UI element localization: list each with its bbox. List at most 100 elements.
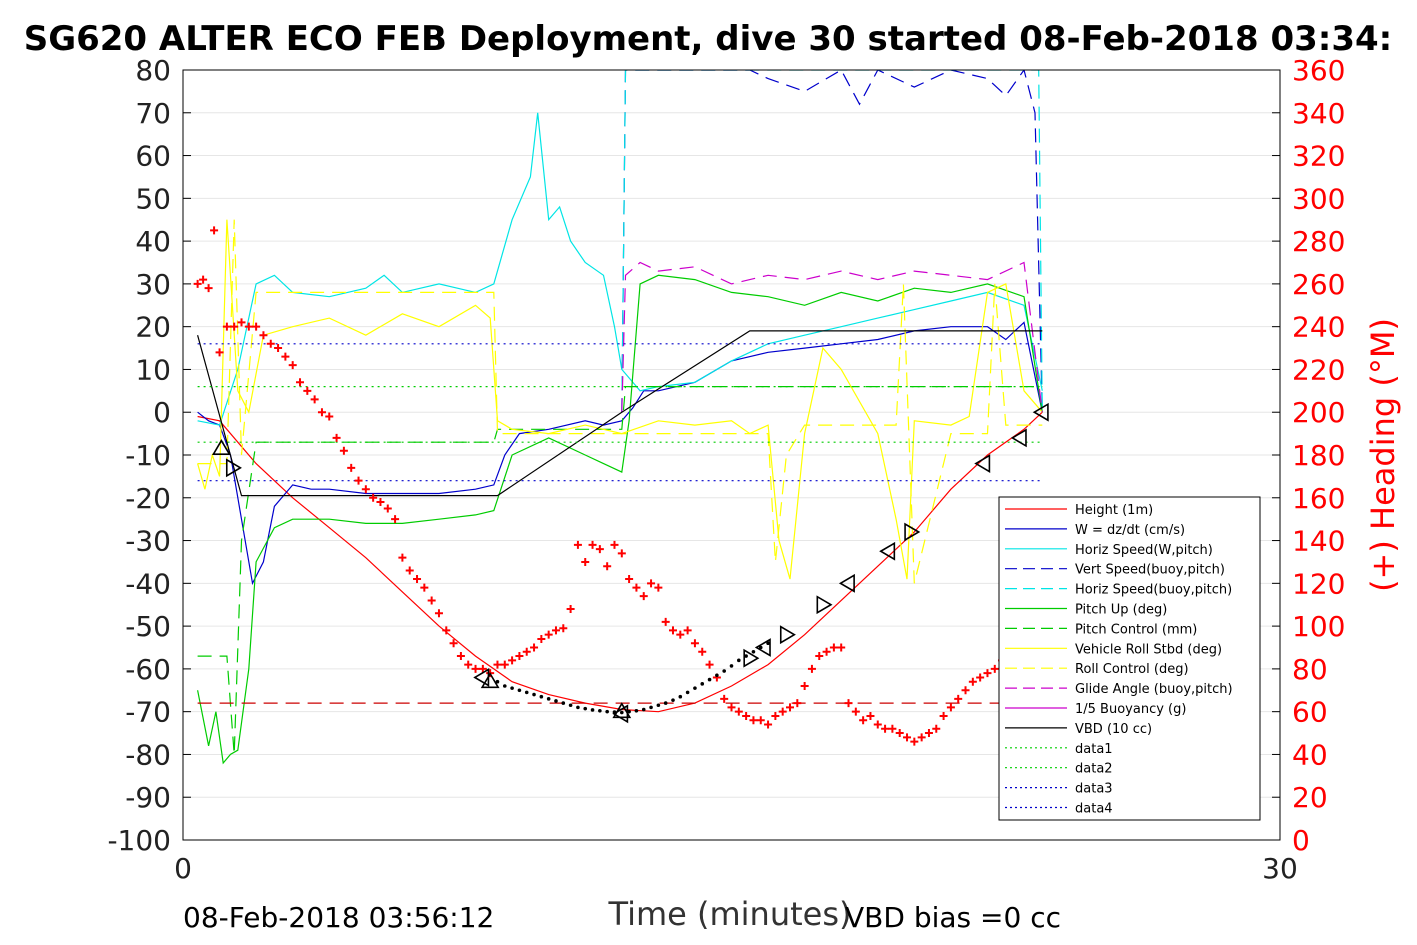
heading-point <box>815 652 824 661</box>
heading-point <box>939 711 948 720</box>
left-tick-label: 0 <box>153 396 171 429</box>
heading-point <box>204 284 213 293</box>
horizontal-marker <box>612 704 629 724</box>
heading-point <box>683 626 692 635</box>
heading-point <box>537 634 546 643</box>
heading-point <box>954 694 963 703</box>
heading-point <box>734 707 743 716</box>
heading-point <box>647 579 656 588</box>
left-tick-label: -100 <box>107 824 171 857</box>
legend-label: data1 <box>1075 742 1113 757</box>
heading-point <box>895 729 904 738</box>
legend-label: VBD (10 cc) <box>1075 722 1152 737</box>
heading-point <box>230 322 239 331</box>
heading-point <box>464 660 473 669</box>
heading-point <box>844 699 853 708</box>
right-tick-label: 200 <box>1292 396 1345 429</box>
heading-point <box>222 322 231 331</box>
left-tick-label: 50 <box>135 182 171 215</box>
legend: Height (1m) W = dz/dt (cm/s) Horiz Speed(W… <box>998 496 1261 821</box>
heading-point <box>405 566 414 575</box>
depth-dot <box>722 669 726 673</box>
heading-point <box>924 729 933 738</box>
chart-title: SG620 ALTER ECO FEB Deployment, dive 30 … <box>24 19 1393 59</box>
left-tick-label: 30 <box>135 268 171 301</box>
right-tick-label: 320 <box>1292 140 1345 173</box>
depth-dot <box>766 641 770 646</box>
depth-dot <box>590 708 595 712</box>
heading-point <box>595 545 604 554</box>
depth-dot <box>707 677 712 682</box>
depth-dot <box>532 692 536 697</box>
depth-dot <box>495 679 500 684</box>
depth-dot <box>524 690 529 695</box>
left-tick-label: 40 <box>135 225 171 258</box>
horizontal-marker <box>816 595 833 615</box>
heading-point <box>215 348 224 357</box>
legend-box <box>998 496 1261 821</box>
heading-point <box>361 485 370 494</box>
legend-label: Vehicle Roll Stbd (deg) <box>1075 642 1222 657</box>
x-axis-label: Time (minutes) <box>608 895 852 933</box>
left-tick-label: -70 <box>125 696 171 729</box>
right-tick-label: 360 <box>1292 54 1345 87</box>
heading-point <box>610 540 619 549</box>
heading-point <box>471 664 480 673</box>
heading-point <box>266 339 275 348</box>
left-tick-label: 10 <box>135 353 171 386</box>
heading-point <box>376 498 385 507</box>
depth-dot <box>546 697 551 701</box>
right-tick-label: 100 <box>1292 610 1345 643</box>
heading-point <box>347 463 356 472</box>
heading-point <box>442 626 451 635</box>
heading-point <box>639 592 648 601</box>
right-tick-label: 120 <box>1292 567 1345 600</box>
heading-point <box>632 583 641 592</box>
heading-point <box>500 660 509 669</box>
heading-point <box>727 703 736 712</box>
heading-point <box>822 647 831 656</box>
legend-label: Glide Angle (buoy,pitch) <box>1075 682 1233 697</box>
heading-point <box>193 279 202 288</box>
series-line-6 <box>197 386 1043 755</box>
heading-point <box>764 720 773 729</box>
depth-dot <box>583 706 588 711</box>
marker-layer <box>193 226 1049 746</box>
depth-dot <box>693 686 697 690</box>
heading-point <box>551 626 560 635</box>
heading-point <box>778 707 787 716</box>
left-axis: 80 70 60 50 40 30 20 10 0 -10 -20 -30 -40 -50 -60 -70 -8… <box>107 54 191 857</box>
right-tick-label: 160 <box>1292 482 1345 515</box>
heading-point <box>961 686 970 695</box>
heading-point <box>244 322 253 331</box>
depth-dot <box>517 688 522 693</box>
depth-dot <box>663 701 668 705</box>
heading-point <box>449 639 458 648</box>
heading-point <box>851 707 860 716</box>
right-tick-label: 60 <box>1292 696 1328 729</box>
heading-point <box>800 682 809 690</box>
heading-point <box>508 656 517 665</box>
heading-point <box>427 596 436 605</box>
heading-point <box>881 724 890 733</box>
heading-point <box>793 699 802 708</box>
left-tick-label: 80 <box>135 54 171 87</box>
series-line-2 <box>197 112 1043 426</box>
horizontal-marker <box>838 573 855 593</box>
depth-dot <box>620 710 624 715</box>
heading-point <box>968 677 977 686</box>
heading-point <box>990 664 999 673</box>
depth-dot <box>685 690 690 695</box>
heading-point <box>573 540 582 549</box>
heading-point <box>317 408 326 417</box>
heading-point <box>413 575 422 584</box>
heading-point <box>690 639 699 648</box>
heading-point <box>391 515 400 524</box>
legend-label: Vert Speed(buoy,pitch) <box>1075 563 1225 578</box>
timestamp-note: 08-Feb-2018 03:56:12 <box>183 901 494 934</box>
series-line-3 <box>621 70 1043 413</box>
depth-dot <box>539 694 544 699</box>
legend-label: data2 <box>1075 762 1113 777</box>
heading-point <box>383 504 392 513</box>
horizontal-marker <box>974 454 991 473</box>
